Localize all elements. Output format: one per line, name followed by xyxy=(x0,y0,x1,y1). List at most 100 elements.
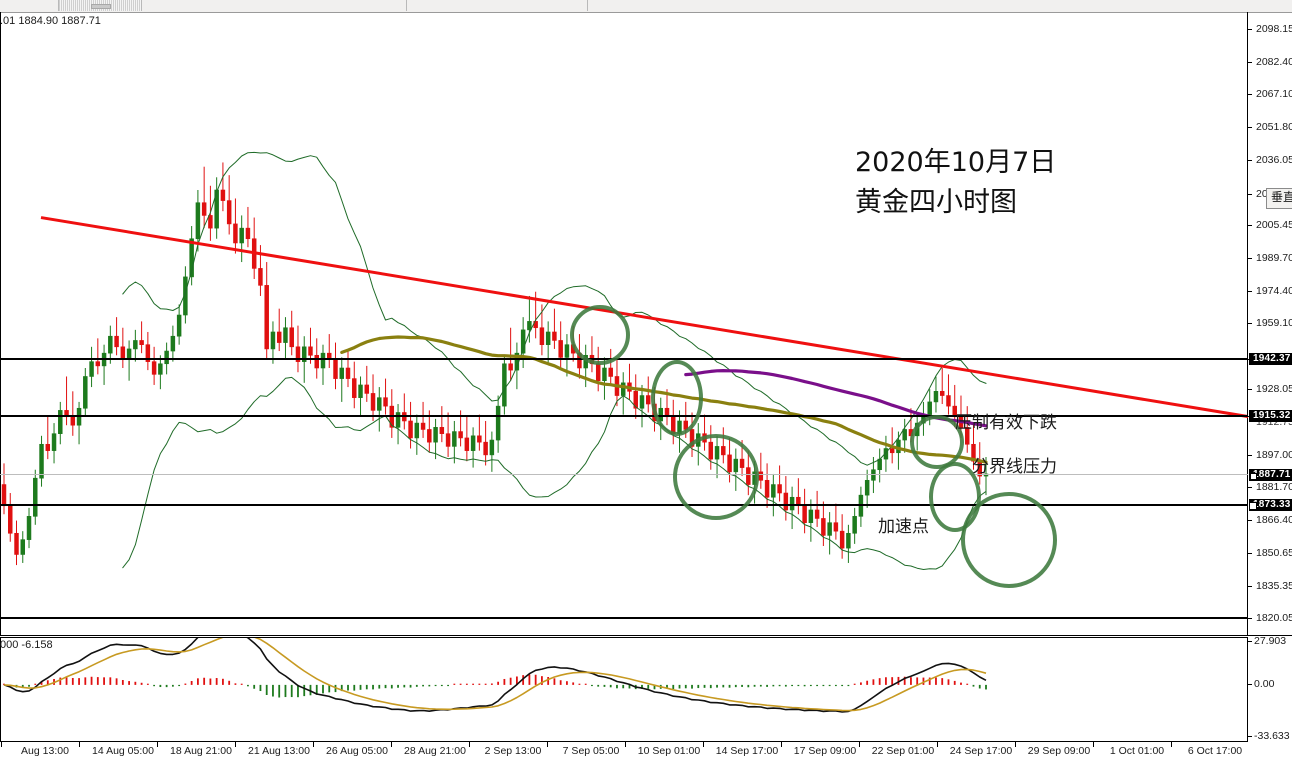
time-axis-label: 14 Aug 05:00 xyxy=(92,745,154,757)
price-level-line xyxy=(0,504,1248,507)
axis-tick xyxy=(1248,94,1252,96)
price-badge-level: 1915.32 xyxy=(1249,410,1292,423)
price-badge-level: 1873.33 xyxy=(1249,499,1292,512)
axis-tick xyxy=(1248,585,1252,587)
time-axis-separator xyxy=(547,742,548,747)
chrome-cell xyxy=(142,0,407,11)
label-accel: 加速点 xyxy=(878,517,929,537)
macd-axis: 27.903 0.00 -33.633 xyxy=(1248,635,1292,742)
macd-panel-frame xyxy=(0,637,1248,742)
time-axis-label: 28 Aug 21:00 xyxy=(404,745,466,757)
time-axis-label: 22 Sep 01:00 xyxy=(871,745,935,757)
time-axis-separator xyxy=(1015,742,1016,747)
marked-zone xyxy=(570,305,630,365)
axis-tick-label: 2067.10 xyxy=(1256,88,1292,101)
time-axis-label: 24 Sep 17:00 xyxy=(949,745,1013,757)
time-axis-label: 26 Aug 05:00 xyxy=(326,745,388,757)
axis-tick-label: 2005.45 xyxy=(1256,219,1292,232)
marked-zone xyxy=(961,492,1057,588)
time-axis-label: 7 Sep 05:00 xyxy=(562,745,620,757)
window-chrome-strip xyxy=(0,0,1292,13)
last-price-marker xyxy=(1250,472,1257,480)
price-quote-legend: .01 1884.90 1887.71 xyxy=(0,15,101,27)
axis-tick-label: 1989.70 xyxy=(1256,252,1292,265)
time-axis-separator xyxy=(469,742,470,747)
axis-tick-label: 2036.05 xyxy=(1256,154,1292,167)
macd-axis-tick xyxy=(1248,735,1252,737)
axis-tick xyxy=(1248,290,1252,292)
macd-signal-line xyxy=(3,638,987,712)
time-axis-separator xyxy=(703,742,704,747)
time-axis-separator xyxy=(79,742,80,747)
price-panel-frame xyxy=(0,12,1248,636)
axis-tick-label: 1881.70 xyxy=(1256,481,1292,494)
price-axis[interactable]: 2098.152082.402067.102051.802036.052020.… xyxy=(1248,12,1292,636)
chart-title-annotation: 2020年10月7日 黄金四小时图 xyxy=(855,143,1056,223)
chrome-cell xyxy=(588,0,1292,11)
axis-tick-label: 2051.80 xyxy=(1256,120,1292,133)
axis-tick xyxy=(1248,28,1252,30)
axis-tick xyxy=(1248,487,1252,489)
time-axis-separator xyxy=(1093,742,1094,747)
descending-trendline xyxy=(40,216,1248,419)
axis-tick-label: 1897.00 xyxy=(1256,448,1292,461)
macd-axis-label: 0.00 xyxy=(1254,677,1275,690)
macd-line xyxy=(3,638,987,713)
axis-tick-label: 1866.40 xyxy=(1256,513,1292,526)
time-axis-label: 2 Sep 13:00 xyxy=(484,745,542,757)
axis-tick-label: 2082.40 xyxy=(1256,56,1292,68)
price-badge-level: 1942.37 xyxy=(1249,352,1292,365)
macd-axis-tick xyxy=(1248,683,1252,685)
chart-title-line1: 2020年10月7日 xyxy=(855,147,1057,178)
time-axis-separator xyxy=(937,742,938,747)
macd-plot-area[interactable] xyxy=(1,638,1247,741)
time-axis-label: 1 Oct 01:00 xyxy=(1109,745,1165,757)
time-axis-label: 21 Aug 13:00 xyxy=(248,745,310,757)
axis-tick-label: 1820.05 xyxy=(1256,611,1292,624)
axis-tick xyxy=(1248,323,1252,325)
price-level-line xyxy=(0,357,1248,360)
price-badge-last-price: 1887.71 xyxy=(1249,468,1292,481)
label-resistance: 压制有效下跌 xyxy=(955,413,1057,433)
time-axis-label: 18 Aug 21:00 xyxy=(170,745,232,757)
time-axis-label: 17 Sep 09:00 xyxy=(793,745,857,757)
label-boundary: 分界线压力 xyxy=(972,457,1057,477)
axis-tick-label: 1928.05 xyxy=(1256,383,1292,396)
axis-tick-label: 1850.65 xyxy=(1256,547,1292,560)
marked-zone xyxy=(673,434,759,520)
axis-tick xyxy=(1248,225,1252,227)
price-level-line xyxy=(0,474,1248,476)
time-axis-separator xyxy=(235,742,236,747)
time-axis-separator xyxy=(157,742,158,747)
axis-tick xyxy=(1248,62,1252,63)
price-level-line xyxy=(0,616,1248,619)
axis-tick xyxy=(1248,160,1252,162)
time-axis-separator xyxy=(391,742,392,747)
axis-tick-label: 1974.40 xyxy=(1256,284,1292,297)
axis-tick xyxy=(1248,194,1252,196)
time-axis: Aug 13:00 14 Aug 05:00 18 Aug 21:00 21 Aug … xyxy=(0,742,1292,757)
marked-zone xyxy=(651,360,703,436)
marked-zone xyxy=(929,462,981,532)
time-axis-separator xyxy=(1,742,2,747)
chart-title-line2: 黄金四小时图 xyxy=(855,187,1017,218)
macd-axis-label: -33.633 xyxy=(1254,729,1290,742)
chrome-cell xyxy=(0,0,59,11)
axis-tick xyxy=(1248,617,1252,619)
price-axis-frame xyxy=(1248,12,1292,636)
price-level-line xyxy=(0,415,1248,418)
time-axis-label: 6 Oct 17:00 xyxy=(1187,745,1243,757)
time-axis-separator xyxy=(781,742,782,747)
axis-tick-label: 1835.35 xyxy=(1256,579,1292,592)
axis-tick xyxy=(1248,454,1252,456)
chrome-grip-icon xyxy=(91,4,111,9)
chrome-cell-hatched[interactable] xyxy=(59,0,142,11)
bollinger-lower-line xyxy=(122,376,987,570)
time-axis-separator xyxy=(1171,742,1172,747)
bollinger-upper-line xyxy=(122,151,987,466)
axis-tick xyxy=(1248,258,1252,260)
axis-tick xyxy=(1248,389,1252,391)
macd-indicator-svg xyxy=(3,638,987,713)
axis-tick xyxy=(1248,553,1252,555)
